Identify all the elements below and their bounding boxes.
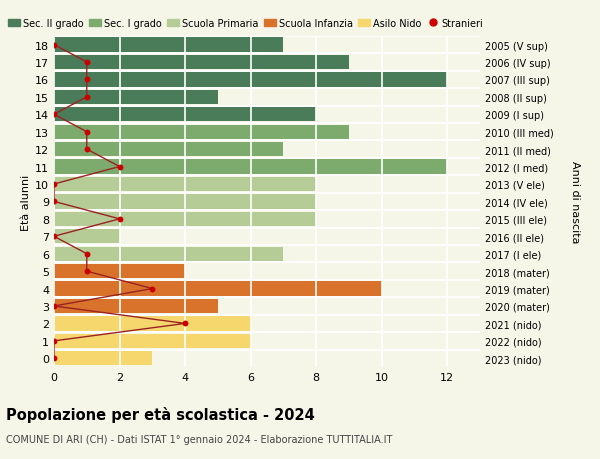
Bar [54,317,251,331]
Point [82,251,92,258]
Bar [54,160,447,174]
Bar [54,38,283,52]
Point [115,163,124,171]
Bar [54,352,152,366]
Point [49,302,59,310]
Point [49,198,59,206]
Point [180,320,190,327]
Bar [54,247,283,261]
Point [49,233,59,241]
Y-axis label: Età alunni: Età alunni [21,174,31,230]
Bar [54,299,218,313]
Point [49,112,59,119]
Bar [54,195,316,209]
Point [49,337,59,345]
Bar [54,143,283,157]
Point [148,285,157,292]
Point [49,42,59,49]
Point [115,216,124,223]
Point [82,268,92,275]
Bar [54,212,316,226]
Point [82,77,92,84]
Bar [54,334,251,348]
Point [82,129,92,136]
Point [82,59,92,67]
Point [49,355,59,362]
Y-axis label: Anni di nascita: Anni di nascita [570,161,580,243]
Point [82,94,92,101]
Bar [54,125,349,140]
Bar [54,230,119,244]
Bar [54,282,382,296]
Point [49,181,59,188]
Bar [54,56,349,70]
Bar [54,90,218,105]
Bar [54,178,316,192]
Legend: Sec. II grado, Sec. I grado, Scuola Primaria, Scuola Infanzia, Asilo Nido, Stran: Sec. II grado, Sec. I grado, Scuola Prim… [8,18,484,28]
Bar [54,264,185,279]
Text: COMUNE DI ARI (CH) - Dati ISTAT 1° gennaio 2024 - Elaborazione TUTTITALIA.IT: COMUNE DI ARI (CH) - Dati ISTAT 1° genna… [6,434,392,444]
Bar [54,108,316,122]
Point [82,146,92,153]
Bar [54,73,447,87]
Text: Popolazione per età scolastica - 2024: Popolazione per età scolastica - 2024 [6,406,315,422]
